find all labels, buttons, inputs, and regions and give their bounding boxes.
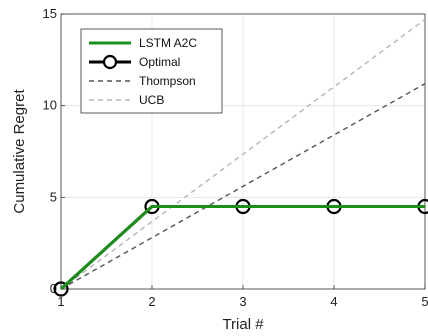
series-line-ucb xyxy=(60,18,426,290)
y-tick-label: 10 xyxy=(43,98,57,113)
y-tick-label: 15 xyxy=(43,6,57,21)
legend-label-optimal: Optimal xyxy=(139,55,180,69)
x-tick-label: 3 xyxy=(239,294,246,309)
series-line-lstm-a2c xyxy=(59,205,425,291)
series-group xyxy=(53,18,428,297)
x-tick-label: 4 xyxy=(330,294,337,309)
series-line-thompson xyxy=(60,83,426,290)
axis-ticks: 1 2 3 4 5 0 5 10 15 xyxy=(43,6,428,309)
x-axis-label: Trial # xyxy=(222,316,264,333)
y-tick-label: 0 xyxy=(50,281,57,296)
data-point-optimal xyxy=(53,281,69,297)
y-tick-label: 5 xyxy=(50,189,57,204)
legend-label-ucb: UCB xyxy=(139,93,164,107)
x-tick-label: 5 xyxy=(421,294,428,309)
legend-label-lstm-a2c: LSTM A2C xyxy=(139,36,197,50)
legend-marker-optimal xyxy=(102,54,118,70)
legend: LSTM A2C Optimal Thompson UCB xyxy=(80,28,223,114)
x-tick-label: 1 xyxy=(57,294,64,309)
x-tick-label: 2 xyxy=(148,294,155,309)
y-axis-label: Cumulative Regret xyxy=(11,89,28,214)
legend-label-thompson: Thompson xyxy=(139,74,196,88)
